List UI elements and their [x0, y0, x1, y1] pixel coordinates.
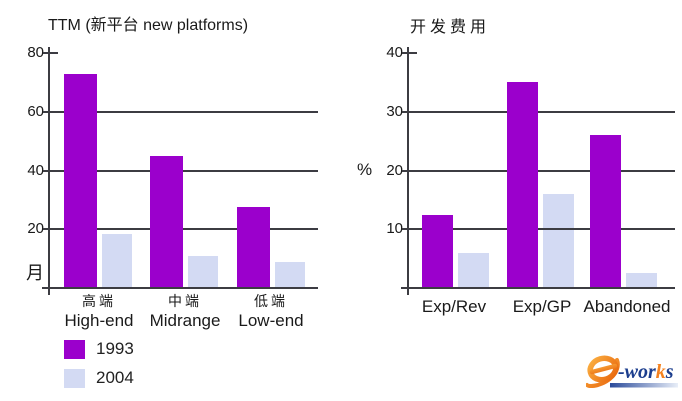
- e-works-logo-image: -works: [585, 355, 678, 388]
- y-tick-label: 20: [386, 161, 403, 179]
- category-label-line: High-end: [64, 311, 134, 330]
- bar-2004-1: [188, 255, 218, 288]
- gridline: [407, 169, 675, 172]
- bar-1993-0: [422, 214, 453, 288]
- y-tick-mark: [402, 52, 407, 54]
- y-axis-top-tick: [409, 52, 417, 54]
- category-label-line: Abandoned: [583, 297, 671, 316]
- x-axis-line: [401, 287, 675, 289]
- bar-1993-1: [150, 155, 183, 288]
- bar-1993-2: [590, 135, 621, 288]
- y-tick-label: 60: [27, 102, 44, 120]
- y-tick-mark: [43, 169, 48, 172]
- y-tick-label: 10: [386, 220, 403, 238]
- y-tick-label: 30: [386, 102, 403, 120]
- category-label: 低端 Low-end: [216, 294, 326, 331]
- y-tick-mark: [402, 228, 407, 231]
- y-tick-mark: [43, 110, 48, 113]
- gridline: [48, 169, 318, 172]
- ttm-chart-title: TTM (新平台 new platforms): [48, 17, 249, 34]
- legend-label-2004: 2004: [96, 368, 134, 387]
- y-tick-label: 20: [27, 220, 44, 238]
- chart-legend: 1993 2004: [64, 339, 134, 388]
- category-label: Exp/GP: [487, 297, 597, 317]
- category-label-line: 中端: [168, 295, 202, 310]
- x-axis-line: [42, 287, 318, 289]
- category-label-line: Exp/GP: [512, 297, 572, 316]
- dev-cost-chart-title: 开发费用: [410, 19, 491, 36]
- logo-underline-bar: [610, 383, 678, 388]
- legend-label-1993: 1993: [96, 339, 134, 358]
- legend-swatch-2004: [64, 368, 85, 388]
- ttm-y-axis-unit-label: 月: [26, 263, 44, 283]
- bar-2004-2: [275, 261, 305, 288]
- category-label-line: 高端: [82, 295, 116, 310]
- category-label: Exp/Rev: [399, 297, 509, 317]
- bar-2004-1: [543, 194, 574, 288]
- category-label: 中端 Midrange: [130, 294, 240, 331]
- legend-item-2004: 2004: [64, 368, 134, 388]
- bar-2004-0: [458, 252, 489, 288]
- gridline: [407, 110, 675, 113]
- legend-swatch-1993: [64, 339, 85, 359]
- y-tick-mark: [43, 52, 48, 54]
- bar-2004-2: [626, 273, 657, 288]
- category-label-line: Low-end: [238, 311, 304, 330]
- bar-1993-0: [64, 73, 97, 288]
- category-label-line: 低端: [254, 295, 288, 310]
- y-axis-top-tick: [50, 52, 58, 54]
- y-tick-mark: [402, 169, 407, 172]
- y-tick-mark: [43, 228, 48, 231]
- bar-1993-1: [507, 82, 538, 288]
- logo-e-swoosh-icon: [585, 355, 620, 388]
- y-tick-label: 40: [27, 161, 44, 179]
- bar-2004-0: [102, 233, 132, 288]
- legend-item-1993: 1993: [64, 339, 134, 359]
- gridline: [48, 228, 318, 231]
- category-label: 高端 High-end: [44, 294, 154, 331]
- dev-cost-y-axis-unit-label: %: [357, 160, 373, 179]
- e-works-logo: -works: [585, 352, 682, 398]
- gridline: [48, 110, 318, 113]
- category-label-line: Exp/Rev: [421, 297, 487, 316]
- y-tick-mark: [402, 110, 407, 113]
- y-tick-label: 80: [27, 44, 44, 61]
- gridline: [407, 228, 675, 231]
- logo-text: -works: [618, 361, 674, 383]
- category-label-line: Midrange: [149, 311, 221, 330]
- bar-1993-2: [237, 207, 270, 288]
- category-label: Abandoned: [572, 297, 682, 317]
- y-tick-label: 40: [386, 44, 403, 61]
